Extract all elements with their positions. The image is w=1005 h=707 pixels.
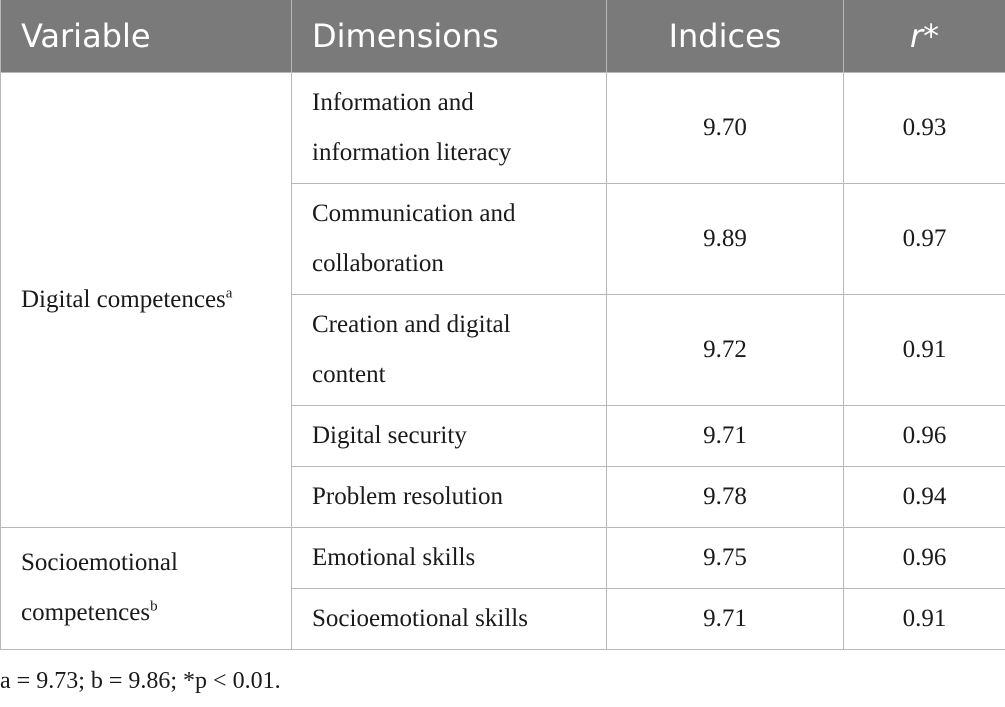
- index-cell: 9.78: [606, 465, 844, 528]
- dimension-cell: Digital security: [291, 404, 607, 467]
- dimension-cell: Socioemotional skills: [291, 587, 607, 650]
- index-cell: 9.75: [606, 526, 844, 589]
- variable-label: Digital competences: [21, 285, 226, 313]
- header-variable: Variable: [0, 0, 292, 72]
- competences-table: Variable Dimensions Indices r* Digital c…: [0, 0, 1005, 650]
- variable-socioemotional-competences: Socioemotional competencesb: [0, 526, 292, 650]
- table-row: Socioemotional skills 9.71 0.91: [1, 587, 1005, 650]
- variable-digital-competences: Digital competencesa: [0, 71, 292, 528]
- r-cell: 0.94: [843, 465, 1005, 528]
- header-dimensions: Dimensions: [291, 0, 607, 72]
- index-cell: 9.89: [606, 182, 844, 295]
- table-row: Problem resolution 9.78 0.94: [1, 465, 1005, 528]
- variable-label: Socioemotional competences: [21, 549, 178, 626]
- r-cell: 0.93: [843, 71, 1005, 184]
- dimension-cell: Creation and digital content: [291, 293, 607, 406]
- r-cell: 0.96: [843, 404, 1005, 467]
- r-cell: 0.91: [843, 293, 1005, 406]
- table-footnote: a = 9.73; b = 9.86; *p < 0.01.: [0, 668, 281, 694]
- dimension-cell: Communication and collaboration: [291, 182, 607, 295]
- index-cell: 9.72: [606, 293, 844, 406]
- dimension-cell: Information and information literacy: [291, 71, 607, 184]
- header-row: Variable Dimensions Indices r*: [0, 0, 1005, 72]
- table-row: Digital security 9.71 0.96: [1, 404, 1005, 467]
- dimension-cell: Emotional skills: [291, 526, 607, 589]
- index-cell: 9.71: [606, 404, 844, 467]
- index-cell: 9.70: [606, 71, 844, 184]
- header-r: r*: [843, 0, 1005, 72]
- table-row: Digital competencesa Information and inf…: [0, 71, 1005, 528]
- r-cell: 0.91: [843, 587, 1005, 650]
- r-cell: 0.96: [843, 526, 1005, 589]
- dimension-cell: Problem resolution: [291, 465, 607, 528]
- variable-superscript: b: [150, 598, 158, 615]
- table-row: Socioemotional competencesb Emotional sk…: [0, 526, 1005, 650]
- table-row: Creation and digital content 9.72 0.91: [1, 293, 1005, 406]
- index-cell: 9.71: [606, 587, 844, 650]
- header-indices: Indices: [606, 0, 844, 72]
- variable-superscript: a: [225, 285, 233, 302]
- r-cell: 0.97: [843, 182, 1005, 295]
